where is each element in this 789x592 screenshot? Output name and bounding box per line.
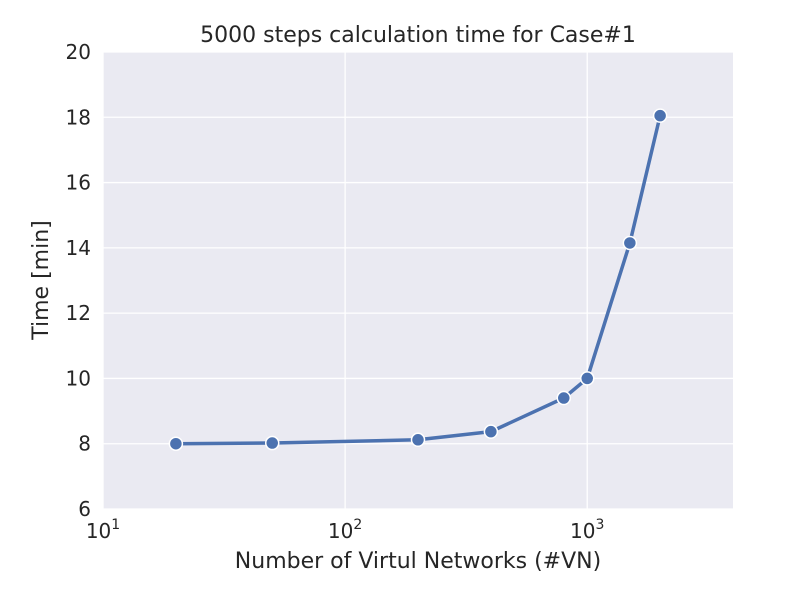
y-tick-label: 20 <box>66 40 91 64</box>
data-point <box>652 108 668 123</box>
data-point <box>622 235 638 251</box>
chart-title: 5000 steps calculation time for Case#1 <box>200 23 636 48</box>
data-point <box>264 435 280 451</box>
y-tick-labels: 6 8 10 12 14 16 18 20 <box>66 40 91 521</box>
x-tick-labels: 101 102 103 <box>86 517 605 543</box>
data-point <box>579 371 595 386</box>
data-point <box>168 436 184 451</box>
x-tick-label: 103 <box>570 517 604 543</box>
series-layer <box>168 108 668 451</box>
y-tick-label: 14 <box>66 236 91 260</box>
y-tick-label: 6 <box>78 497 91 521</box>
y-tick-label: 8 <box>78 432 91 456</box>
y-tick-label: 16 <box>66 171 91 195</box>
data-point <box>483 424 499 439</box>
y-tick-label: 12 <box>66 301 91 325</box>
series-line <box>174 113 662 446</box>
x-tick-label: 102 <box>328 517 362 543</box>
data-point <box>556 390 572 406</box>
x-axis-label: Number of Virtul Networks (#VN) <box>235 549 601 574</box>
x-tick-label: 101 <box>86 517 120 543</box>
y-tick-label: 18 <box>66 105 91 129</box>
y-tick-label: 10 <box>66 366 91 390</box>
data-point <box>410 432 426 448</box>
y-axis-label: Time [min] <box>29 220 54 341</box>
